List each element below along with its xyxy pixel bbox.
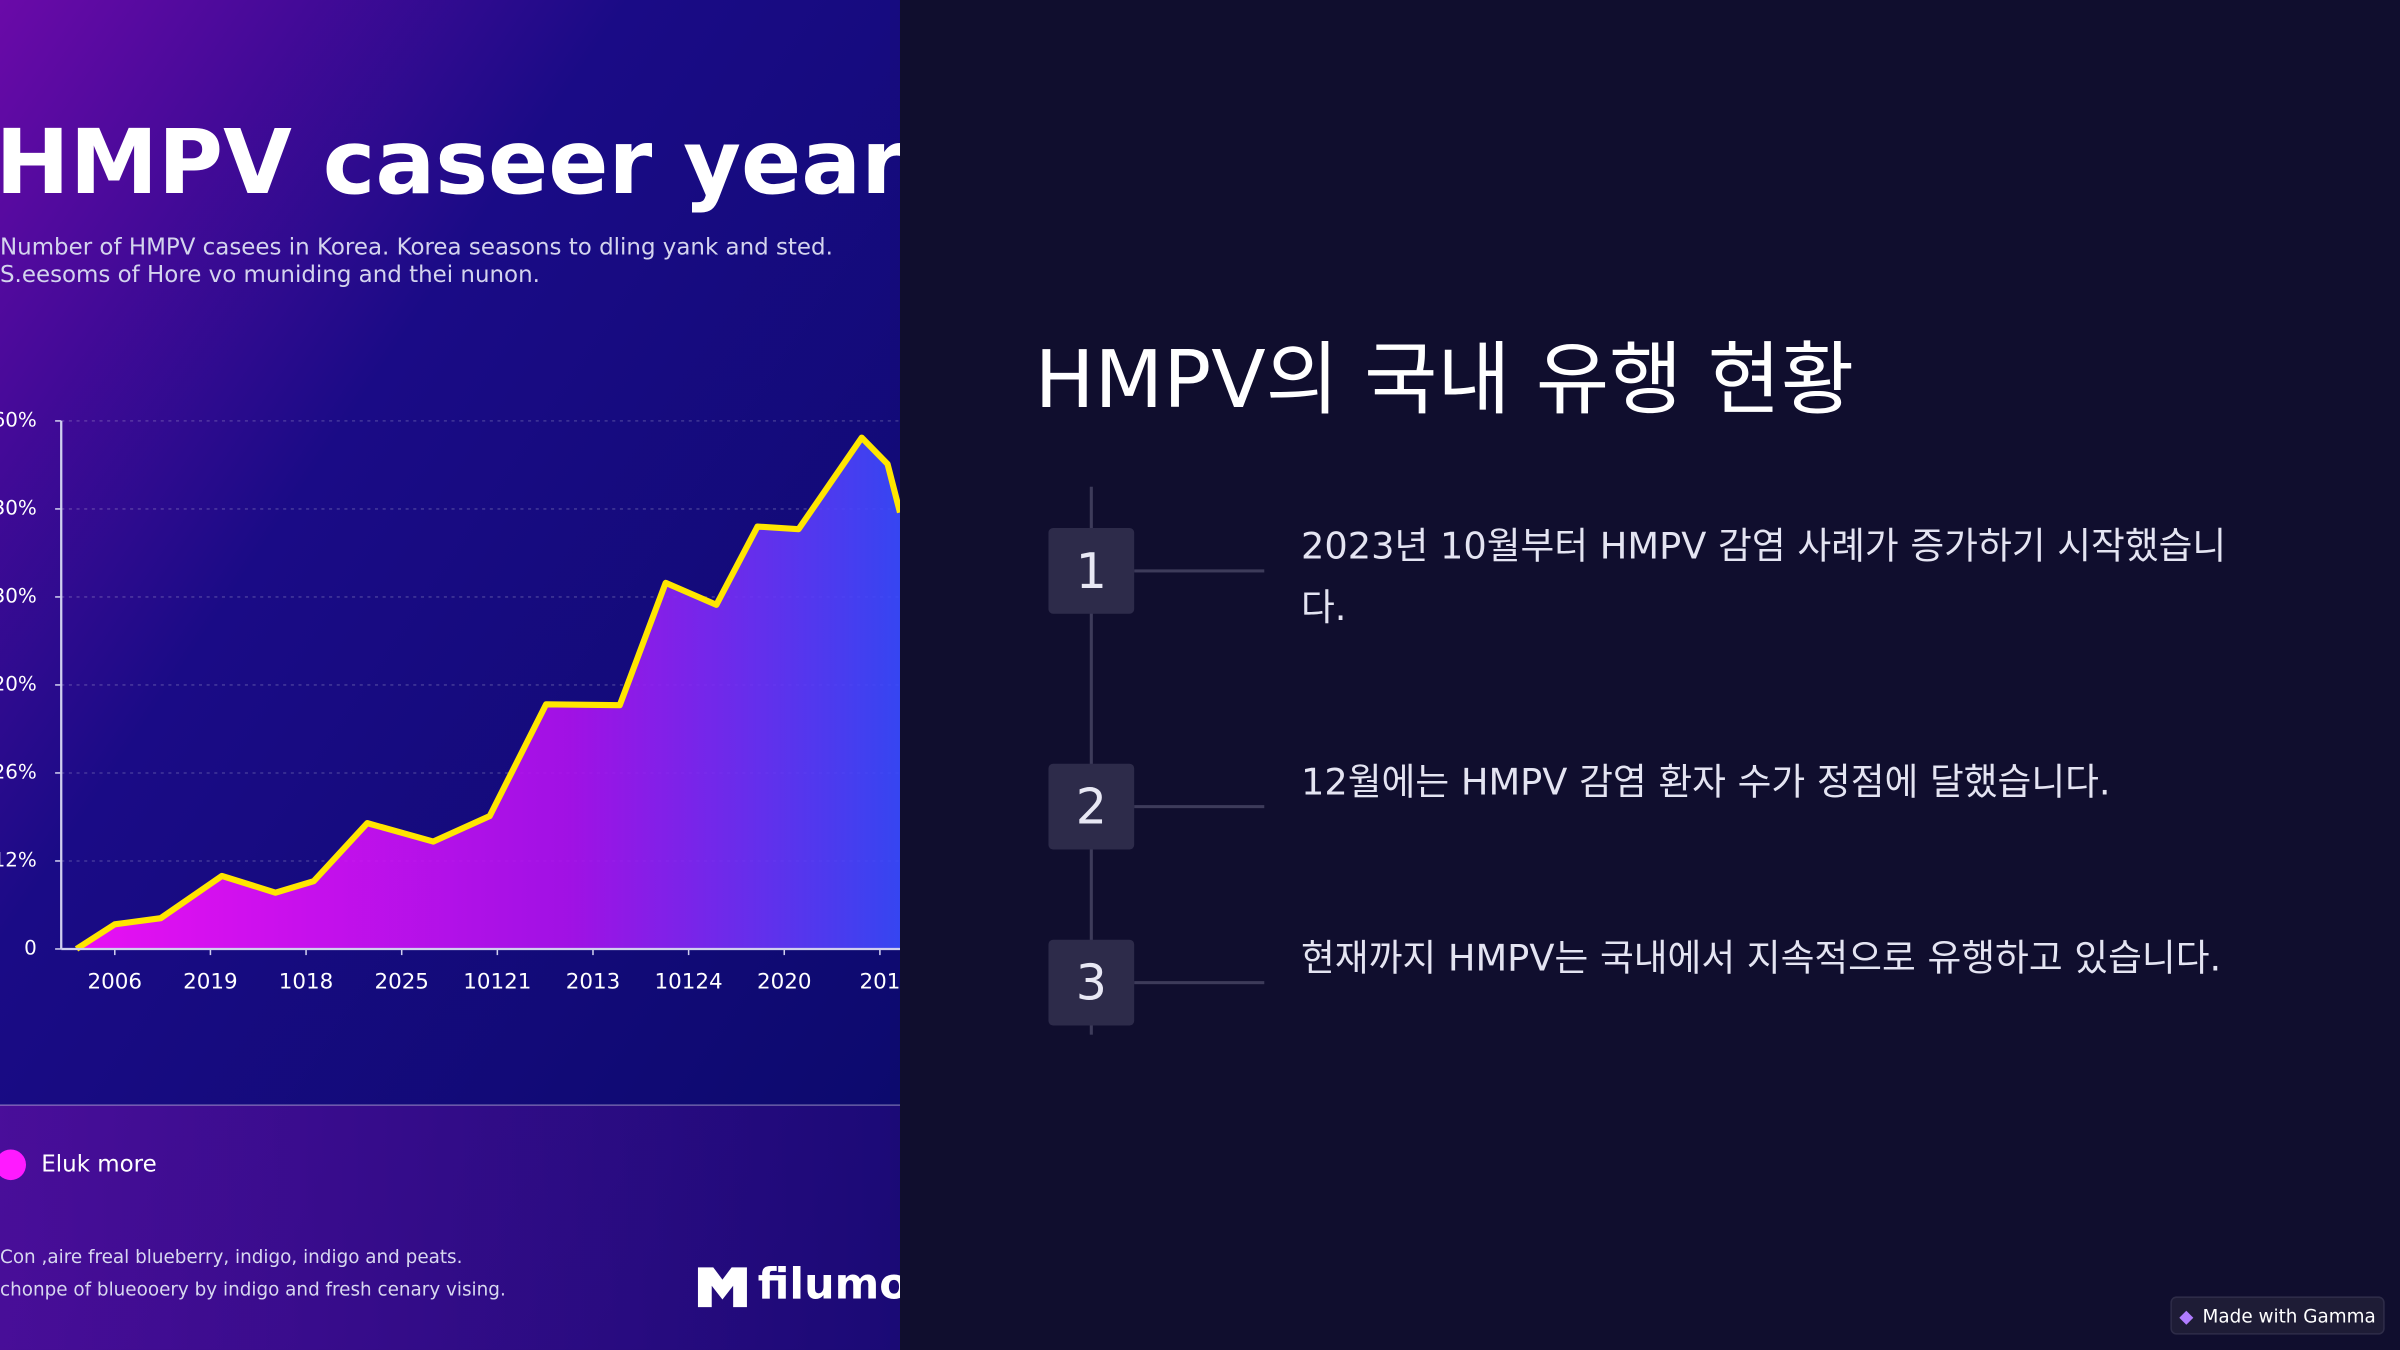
y-tick-label: 12%: [0, 848, 37, 871]
footer-band: [0, 1105, 900, 1350]
x-tick-label: 10124: [655, 970, 723, 995]
badge-icon: ◆: [2179, 1304, 2194, 1327]
gamma-badge[interactable]: ◆ Made with Gamma: [2170, 1296, 2385, 1335]
step-number: 1: [1048, 528, 1135, 614]
y-tick-label: 60%: [0, 408, 37, 431]
step-number: 3: [1048, 939, 1135, 1026]
footnote: Con ,aire freal blueberry, indigo, indig…: [0, 1247, 462, 1268]
x-tick-label: 1018: [279, 970, 333, 995]
connector: [1134, 805, 1265, 809]
logo: filumor: [758, 1260, 900, 1310]
footnote: chonpe of blueooery by indigo and fresh …: [0, 1279, 506, 1300]
step-text: 12월에는 HMPV 감염 환자 수가 정점에 달했습니다.: [1301, 760, 2111, 804]
chart-image: HMPV caseer year Number of HMPV casees i…: [0, 0, 900, 1350]
step-text: 2023년 10월부터 HMPV 감염 사례가 증가하기 시작했습니다.: [1301, 524, 2227, 630]
x-tick-label: 2006: [88, 970, 142, 995]
connector: [1134, 569, 1265, 573]
chart-title: HMPV caseer year: [0, 111, 900, 214]
x-tick-label: 2025: [374, 970, 428, 995]
subtitle: S.eesoms of Hore vo muniding and thei nu…: [0, 262, 540, 288]
x-tick-label: 2013: [566, 970, 620, 995]
logo-icon: [697, 1267, 747, 1308]
line: [74, 434, 900, 952]
legend-label: Eluk more: [41, 1151, 156, 1177]
y-tick-label: 20%: [0, 672, 37, 695]
x-tick-label: 2020: [757, 970, 811, 995]
y-tick-label: 0: [24, 936, 37, 959]
timeline: [1089, 486, 1093, 1035]
y-tick-label: 30%: [0, 496, 37, 519]
step-text: 현재까지 HMPV는 국내에서 지속적으로 유행하고 있습니다.: [1301, 936, 2222, 980]
y-tick-label: 26%: [0, 760, 37, 783]
legend-swatch: [0, 1149, 27, 1181]
x-tick-label: 10121: [463, 970, 531, 995]
step-number: 2: [1048, 763, 1135, 850]
slide-title: HMPV의 국내 유행 현황: [1034, 335, 1855, 428]
connector: [1134, 981, 1265, 985]
y-tick-label: 30%: [0, 584, 37, 607]
subtitle: Number of HMPV casees in Korea. Korea se…: [0, 234, 833, 260]
badge-text: Made with Gamma: [2202, 1304, 2376, 1327]
x-tick-label: 2019: [183, 970, 237, 995]
x-tick-label: 201: [859, 970, 900, 995]
area: [76, 437, 900, 949]
